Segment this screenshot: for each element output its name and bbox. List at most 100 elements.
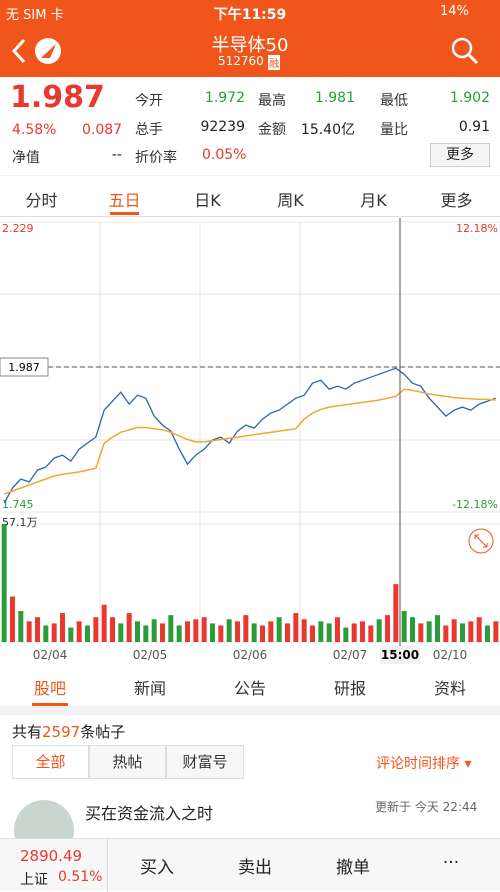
volume-bar	[393, 584, 399, 642]
action-button[interactable]: 撤单	[336, 858, 370, 878]
volume-bar	[76, 621, 82, 642]
volume-bar	[85, 625, 90, 642]
volume-bar	[485, 625, 490, 642]
volume-bar	[118, 623, 124, 642]
volume-bar	[35, 617, 40, 642]
volume-bar	[10, 596, 15, 642]
field-label: 最高	[258, 93, 286, 109]
y2-tick-label: -12.18%	[452, 498, 498, 511]
index-box[interactable]	[0, 839, 108, 892]
volume-bar	[201, 617, 207, 642]
post-count: 共有2597条帖子	[12, 721, 125, 742]
stock-name: 半导体50	[211, 35, 289, 56]
action-button[interactable]: ···	[442, 853, 460, 873]
volume-bar	[226, 619, 232, 642]
post-title[interactable]: 买在资金流入之时	[85, 804, 214, 823]
volume-bar	[18, 611, 24, 642]
volume-bar	[335, 617, 340, 642]
volume-bar	[60, 613, 65, 642]
forum-tab[interactable]: 研报	[333, 679, 366, 698]
volume-bar	[385, 615, 390, 642]
volume-bar	[468, 621, 474, 642]
volume-bar	[51, 623, 57, 642]
volume-bar	[251, 623, 257, 642]
filter-tab[interactable]: 热帖	[89, 745, 166, 779]
field-label: 折价率	[135, 150, 177, 166]
sort-button[interactable]: 评论时间排序 ▾	[376, 756, 472, 772]
field-label: 量比	[380, 122, 408, 138]
period-tab[interactable]: 日K	[194, 191, 221, 210]
period-tabs: 分时 五日 日K 周K 月K 更多	[0, 175, 500, 217]
forum-tab[interactable]: 股吧	[33, 679, 66, 698]
volume-bar	[151, 619, 157, 642]
volume-bar	[368, 625, 374, 642]
bottom-bar: 2890.49 上证 0.51% 买入 卖出 撤单 ···	[0, 838, 500, 892]
volume-bar	[360, 621, 365, 642]
filter-tab[interactable]: 全部	[12, 745, 89, 779]
filter-tab[interactable]: 财富号	[166, 745, 244, 779]
field-value: 0.91	[458, 119, 490, 135]
divider	[0, 707, 500, 715]
field-label: 总手	[135, 122, 163, 138]
field-value: 0.05%	[202, 147, 247, 163]
volume-bar	[126, 613, 132, 642]
x-tick-label: 02/07	[333, 648, 368, 662]
period-tab[interactable]: 月K	[360, 191, 387, 210]
battery: 14%	[440, 4, 469, 19]
sort-label: 评论时间排序	[376, 756, 460, 772]
volume-bar	[143, 625, 149, 642]
volume-bar	[285, 623, 290, 642]
field-label: 今开	[135, 93, 163, 109]
volume-bar	[210, 623, 215, 642]
forum-tab[interactable]: 新闻	[133, 679, 166, 698]
volume-bar	[293, 613, 299, 642]
period-tab[interactable]: 分时	[25, 191, 58, 210]
volume-bar	[435, 615, 440, 642]
action-button[interactable]: 卖出	[238, 858, 272, 878]
field-value: 1.902	[449, 90, 490, 106]
field-value: 1.972	[204, 90, 245, 106]
forum-tab[interactable]: 资料	[433, 679, 466, 698]
index-value: 2890.49	[20, 847, 83, 865]
volume-bar	[351, 623, 357, 642]
y-tick-label: 2.229	[2, 222, 34, 235]
action-button[interactable]: 买入	[140, 858, 174, 878]
average-line	[3, 388, 496, 495]
volume-bar	[276, 617, 282, 642]
volume-bar	[93, 617, 99, 642]
volume-bar	[343, 627, 349, 642]
period-tab[interactable]: 五日	[108, 191, 141, 210]
forum-tab[interactable]: 公告	[233, 679, 266, 698]
search-button[interactable]	[450, 36, 480, 66]
active-underline	[32, 703, 68, 706]
volume-bar	[101, 604, 107, 642]
carrier: 无 SIM 卡	[6, 8, 64, 23]
field-value: --	[111, 147, 122, 163]
field-value: 15.40亿	[300, 122, 355, 138]
volume-bar	[168, 615, 174, 642]
volume-bar	[493, 621, 499, 642]
field-label: 最低	[380, 93, 408, 109]
price-line	[3, 367, 497, 504]
count-number: 2597	[42, 723, 81, 741]
volume-bar	[410, 617, 415, 642]
index-change: 0.51%	[58, 869, 103, 885]
field-label: 净值	[12, 150, 40, 166]
y2-tick-label: 12.18%	[456, 222, 498, 235]
x-tick-label: 02/06	[233, 648, 268, 662]
volume-bar	[218, 625, 224, 642]
back-button[interactable]	[10, 36, 70, 66]
last-price: 1.987	[10, 80, 105, 115]
count-prefix: 共有	[12, 723, 43, 741]
count-suffix: 条帖子	[80, 723, 126, 741]
more-button[interactable]: 更多	[430, 143, 490, 167]
volume-bar	[135, 621, 140, 642]
volume-bar	[460, 623, 465, 642]
period-tab[interactable]: 更多	[440, 191, 473, 210]
volume-bar	[260, 625, 265, 642]
period-tab[interactable]: 周K	[277, 191, 304, 210]
volume-bar	[68, 627, 74, 642]
x-tick-label: 02/10	[433, 648, 468, 662]
volume-bar	[443, 625, 449, 642]
